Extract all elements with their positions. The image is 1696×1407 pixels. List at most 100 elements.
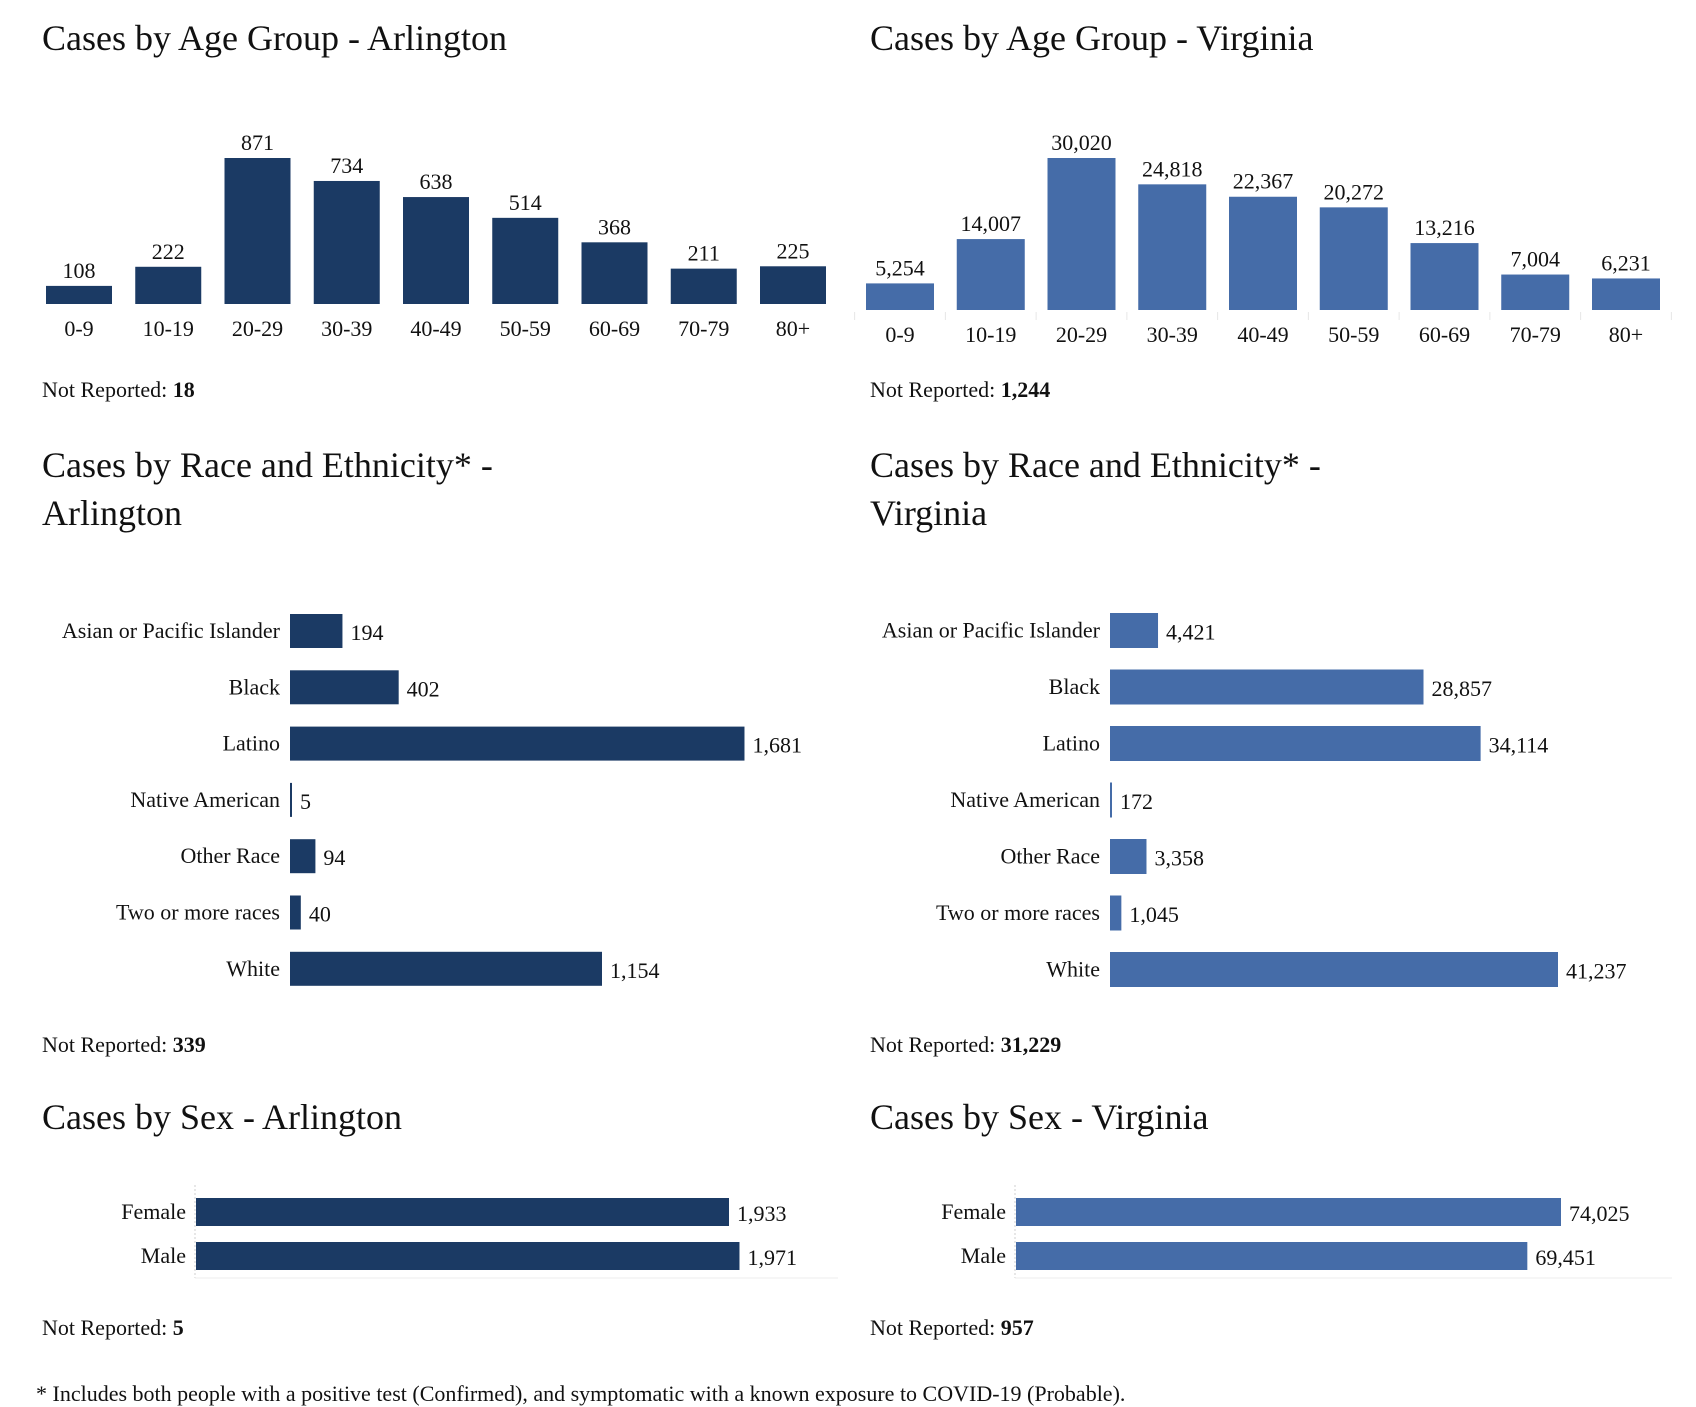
x-tick-label: 0-9 <box>64 316 93 341</box>
bar-white <box>1110 952 1558 987</box>
category-label: Female <box>941 1199 1006 1224</box>
data-label: 871 <box>241 130 274 155</box>
data-label: 22,367 <box>1233 169 1294 194</box>
bar-two-or-more-races <box>290 895 301 930</box>
category-label: Male <box>141 1243 186 1268</box>
x-tick-label: 10-19 <box>143 316 194 341</box>
data-label: 24,818 <box>1142 156 1203 181</box>
bar-60-69 <box>581 242 648 304</box>
sex-arlington-chart: Female 1,933 Male 1,971 <box>121 1185 838 1279</box>
x-tick-label: 0-9 <box>885 322 914 347</box>
bar-60-69 <box>1410 243 1479 310</box>
race-virginia-title: Cases by Race and Ethnicity* - Virginia <box>870 441 1321 537</box>
bar-female <box>1016 1198 1561 1226</box>
data-label: 368 <box>598 214 631 239</box>
sex-virginia-chart: Female 74,025 Male 69,451 <box>941 1185 1672 1279</box>
sex-virginia-title: Cases by Sex - Virginia <box>870 1097 1209 1137</box>
x-tick-label: 70-79 <box>678 316 729 341</box>
bar-30-39 <box>1138 184 1207 310</box>
bar-black <box>290 670 399 705</box>
category-label: Native American <box>130 787 280 812</box>
not-reported-label: Not Reported: <box>42 1315 168 1340</box>
category-label: Female <box>121 1199 186 1224</box>
not-reported-value: 31,229 <box>1000 1032 1062 1057</box>
category-label: Latino <box>1043 731 1100 756</box>
data-label: 1,681 <box>752 733 802 758</box>
data-label: 28,857 <box>1432 676 1493 701</box>
race-arlington-title: Cases by Race and Ethnicity* - Arlington <box>42 441 493 537</box>
category-label: White <box>1046 957 1100 982</box>
not-reported-label: Not Reported: <box>42 377 168 402</box>
footnote: * Includes both people with a positive t… <box>36 1381 1126 1406</box>
category-label: Black <box>229 674 280 699</box>
bar-20-29 <box>1047 158 1116 310</box>
not-reported-value: 5 <box>172 1315 184 1340</box>
bar-80+ <box>760 266 826 304</box>
x-tick-label: 80+ <box>776 316 810 341</box>
bar-20-29 <box>224 158 291 304</box>
category-label: Other Race <box>180 843 280 868</box>
bar-two-or-more-races <box>1110 895 1122 931</box>
bar-0-9 <box>46 285 112 304</box>
data-label: 194 <box>350 620 383 645</box>
data-label: 30,020 <box>1051 130 1112 155</box>
data-label: 4,421 <box>1166 620 1216 645</box>
data-label: 41,237 <box>1566 959 1627 984</box>
bar-asian-or-pacific-islander <box>290 614 343 648</box>
bar-0-9 <box>866 283 934 310</box>
bar-70-79 <box>670 268 737 304</box>
race-arlington-title-line2: Arlington <box>42 493 182 533</box>
data-label: 74,025 <box>1569 1201 1630 1226</box>
x-tick-label: 50-59 <box>1328 322 1379 347</box>
race-virginia-title-line1: Cases by Race and Ethnicity* - <box>870 445 1321 485</box>
data-label: 514 <box>509 190 542 215</box>
x-tick-label: 80+ <box>1609 322 1643 347</box>
data-label: 13,216 <box>1414 215 1475 240</box>
bar-native-american <box>1110 782 1112 818</box>
data-label: 1,971 <box>747 1245 797 1270</box>
not-reported-value: 1,244 <box>1000 377 1051 402</box>
bar-other-race <box>290 839 316 874</box>
data-label: 222 <box>152 239 185 264</box>
race-arlington-title-line1: Cases by Race and Ethnicity* - <box>42 445 493 485</box>
category-label: Two or more races <box>116 900 280 925</box>
bar-native-american <box>290 782 292 817</box>
x-tick-label: 30-39 <box>321 316 372 341</box>
category-label: Black <box>1049 674 1100 699</box>
bar-white <box>290 951 602 986</box>
data-label: 40 <box>309 902 331 927</box>
bar-latino <box>1110 726 1481 761</box>
not-reported-label: Not Reported: <box>870 1315 996 1340</box>
bar-50-59 <box>1319 207 1388 310</box>
bar-70-79 <box>1501 274 1570 310</box>
bar-40-49 <box>403 197 469 304</box>
x-tick-label: 40-49 <box>1237 322 1288 347</box>
bar-40-49 <box>1229 196 1297 310</box>
bar-male <box>1016 1242 1528 1270</box>
bar-asian-or-pacific-islander <box>1110 613 1159 648</box>
x-tick-label: 70-79 <box>1510 322 1561 347</box>
bar-latino <box>290 726 745 761</box>
x-tick-label: 60-69 <box>589 316 640 341</box>
sex-arlington-not-reported: Not Reported: 5 <box>42 1315 184 1341</box>
race-arlington-not-reported: Not Reported: 339 <box>42 1032 206 1058</box>
not-reported-label: Not Reported: <box>870 1032 996 1057</box>
bar-other-race <box>1110 839 1147 874</box>
data-label: 94 <box>323 845 345 870</box>
data-label: 172 <box>1120 789 1153 814</box>
data-label: 734 <box>330 153 363 178</box>
category-label: Native American <box>950 787 1100 812</box>
sex-arlington-title: Cases by Sex - Arlington <box>42 1097 402 1137</box>
race-arlington-chart: Asian or Pacific Islander 194 Black 402 Lati… <box>62 614 802 986</box>
x-tick-label: 50-59 <box>500 316 551 341</box>
bar-10-19 <box>956 239 1025 310</box>
data-label: 6,231 <box>1601 250 1651 275</box>
data-label: 7,004 <box>1511 247 1561 272</box>
not-reported-label: Not Reported: <box>870 377 996 402</box>
race-virginia-chart: Asian or Pacific Islander 4,421 Black 28,85… <box>882 613 1627 987</box>
data-label: 20,272 <box>1324 179 1385 204</box>
data-label: 402 <box>407 676 440 701</box>
data-label: 1,933 <box>737 1201 787 1226</box>
age-arlington-chart: 108 0-9 222 10-19 871 20-29 734 30-39 638 40-49 51… <box>46 130 826 341</box>
x-tick-label: 10-19 <box>965 322 1016 347</box>
